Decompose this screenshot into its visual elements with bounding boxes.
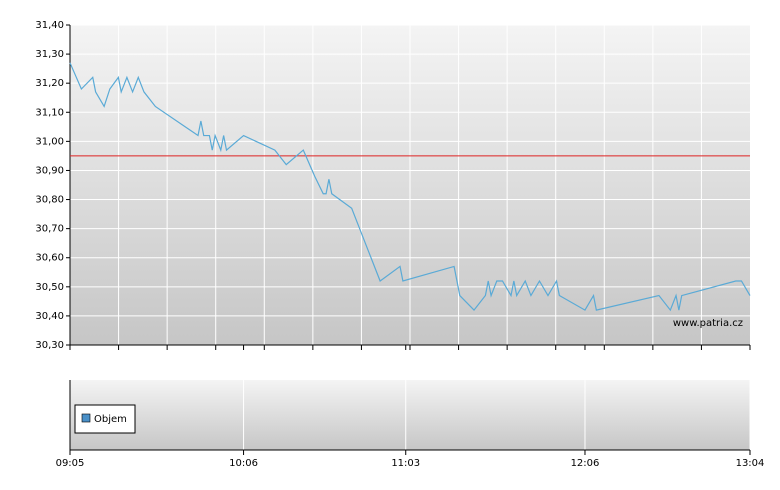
x-tick-label: 13:04 <box>736 458 765 469</box>
y-tick-label: 31,20 <box>35 78 64 89</box>
y-tick-label: 30,60 <box>35 253 64 264</box>
x-tick-label: 12:06 <box>571 458 600 469</box>
y-tick-label: 30,80 <box>35 195 64 206</box>
y-tick-label: 30,30 <box>35 340 64 351</box>
price-line <box>69 62 751 312</box>
x-tick-label: 09:05 <box>56 458 85 469</box>
y-tick-label: 31,30 <box>35 49 64 60</box>
y-tick-label: 30,70 <box>35 224 64 235</box>
y-tick-label: 30,50 <box>35 282 64 293</box>
y-tick-label: 31,40 <box>35 20 64 31</box>
x-tick-label: 11:03 <box>391 458 420 469</box>
y-tick-label: 31,00 <box>35 136 64 147</box>
legend-swatch <box>81 413 91 423</box>
y-tick-label: 30,90 <box>35 165 64 176</box>
watermark: www.patria.cz <box>673 318 743 329</box>
y-tick-label: 30,40 <box>35 311 64 322</box>
y-tick-label: 31,10 <box>35 107 64 118</box>
legend-label: Objem <box>94 414 127 425</box>
x-tick-label: 10:06 <box>229 458 258 469</box>
volume-area <box>70 380 750 450</box>
